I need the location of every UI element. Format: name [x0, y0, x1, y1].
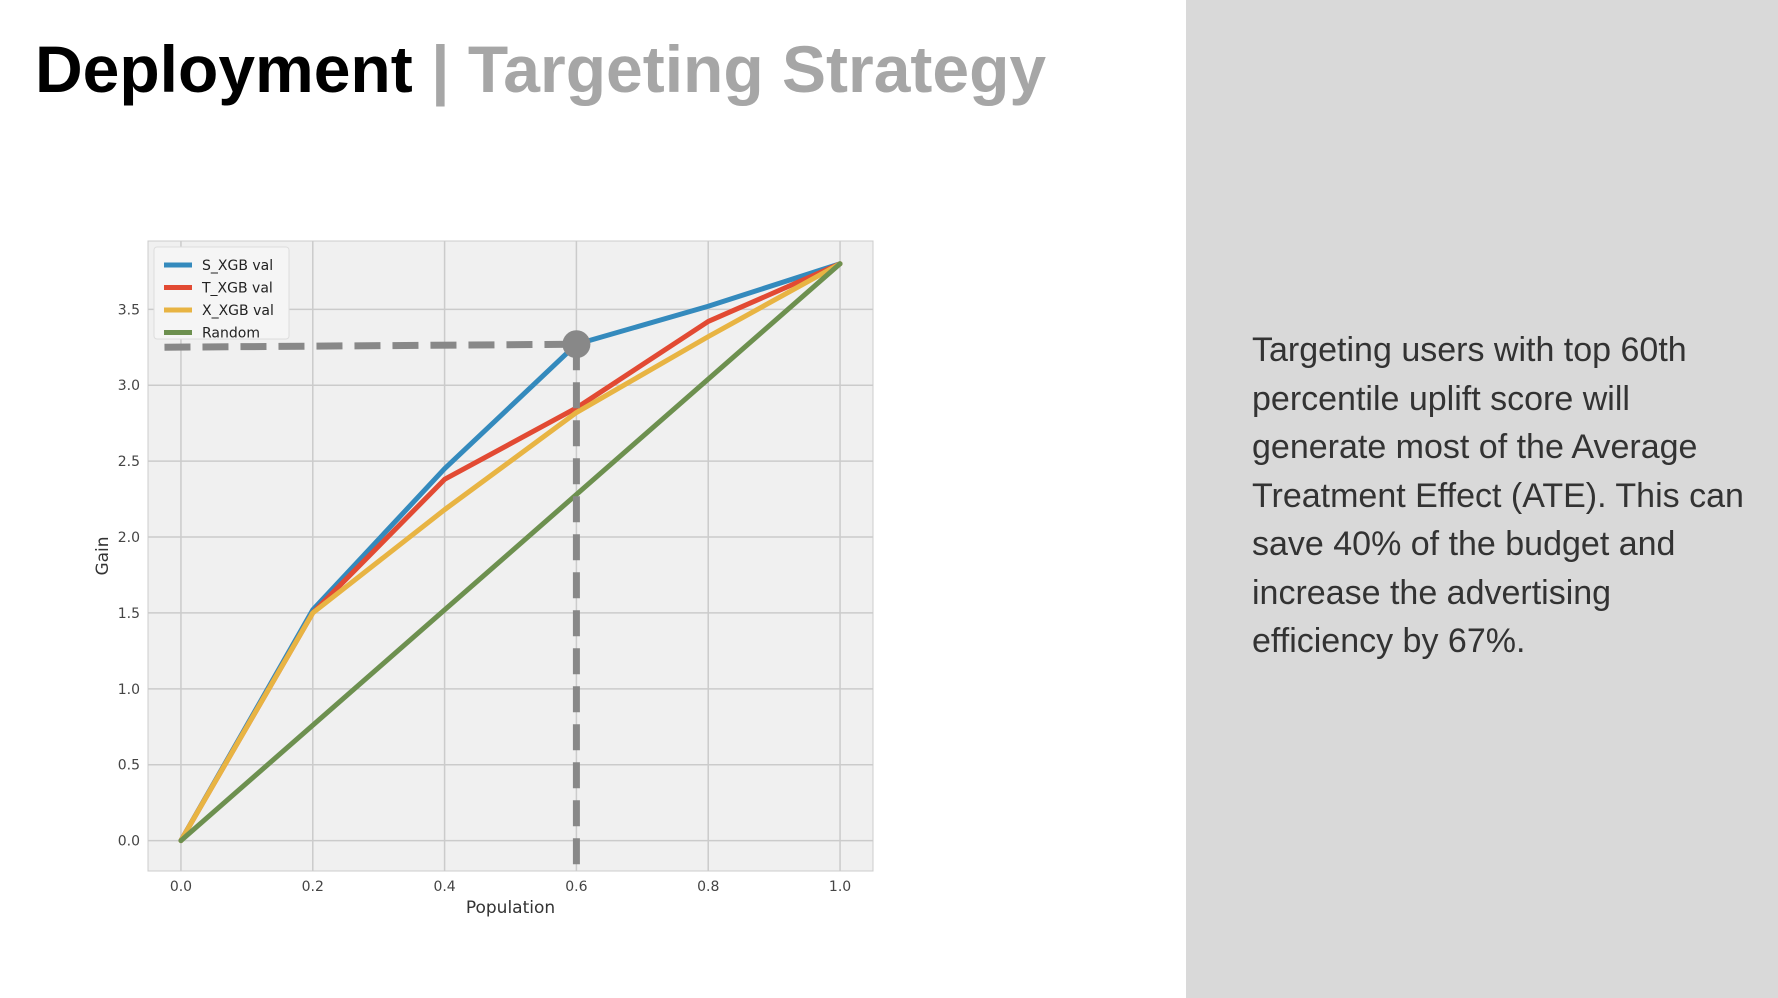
x-tick-label-1: 0.2	[302, 879, 324, 895]
gain-chart: 0.0 0.2 0.4 0.6 0.8 1.0 0.0 0.5 1.0 1.5 2.0 2.5 3.0 3…	[88, 236, 888, 926]
x-axis-label: Population	[466, 898, 555, 918]
y-tick-label-4: 2.0	[118, 530, 140, 546]
title-separator: |	[431, 32, 450, 106]
y-tick-label-6: 3.0	[118, 378, 140, 394]
y-tick-label-1: 0.5	[118, 758, 140, 774]
x-tick-label-5: 1.0	[829, 879, 851, 895]
gain-chart-svg: 0.0 0.2 0.4 0.6 0.8 1.0 0.0 0.5 1.0 1.5 2.0 2.5 3.0 3…	[93, 240, 874, 918]
legend-label-3: Random	[202, 326, 260, 342]
annotation-horizontal-dashed-line	[164, 340, 577, 351]
y-tick-label-3: 1.5	[118, 606, 140, 622]
x-tick-label-4: 0.8	[697, 879, 719, 895]
legend-box	[153, 246, 290, 340]
y-axis-label: Gain	[93, 536, 113, 575]
x-tick-label-3: 0.6	[565, 879, 587, 895]
title-main: Deployment	[35, 32, 413, 106]
y-tick-label-0: 0.0	[118, 834, 140, 850]
description-text: Targeting users with top 60th percentile…	[1252, 331, 1744, 660]
y-tick-label-7: 3.5	[118, 302, 140, 318]
y-tick-label-5: 2.5	[118, 454, 140, 470]
x-tick-label-2: 0.4	[433, 879, 455, 895]
legend-label-0: S_XGB val	[202, 258, 273, 274]
x-tick-label-0: 0.0	[170, 879, 192, 895]
legend-label-1: T_XGB val	[201, 281, 273, 297]
series-line-3	[178, 261, 843, 844]
slide-right-panel	[1186, 0, 1778, 998]
y-tick-label-2: 1.0	[118, 682, 140, 698]
series-line-2	[178, 261, 843, 844]
slide-title: Deployment | Targeting Strategy	[35, 24, 1046, 114]
annotation-marker	[562, 330, 591, 359]
legend-label-2: X_XGB val	[202, 303, 274, 319]
title-subtitle: Targeting Strategy	[467, 32, 1047, 106]
